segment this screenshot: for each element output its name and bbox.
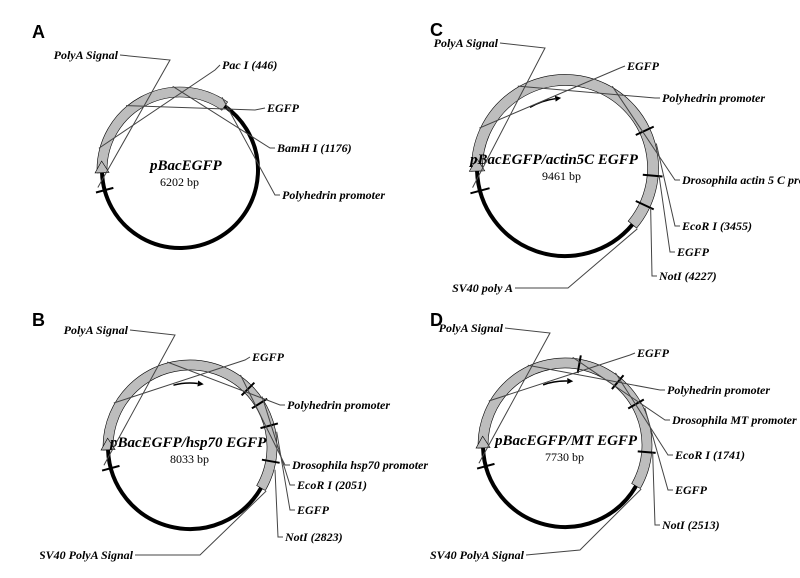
callout-leader: [275, 470, 283, 537]
plasmid-size: 6202 bp: [160, 175, 199, 189]
feature-label: EGFP: [636, 346, 670, 360]
feature-label: SV40 poly A: [452, 281, 513, 295]
feature-label: EcoR I (1741): [674, 448, 745, 462]
feature-label: Drosophila MT promoter: [671, 413, 797, 427]
promoter-arrowhead-icon: [567, 378, 573, 384]
callout-leader: [651, 208, 657, 276]
feature-label: PolyA Signal: [64, 323, 129, 337]
callout-leader: [126, 106, 265, 110]
feature-label: Polyhedrin promoter: [282, 188, 385, 202]
feature-label: EGFP: [296, 503, 330, 517]
feature-label: EcoR I (2051): [296, 478, 367, 492]
feature-arc: [103, 360, 277, 491]
callout-leader: [173, 86, 275, 148]
plasmid-size: 8033 bp: [170, 452, 209, 466]
feature-label: EGFP: [674, 483, 708, 497]
promoter-arrow-icon: [543, 381, 567, 385]
callout-leader: [653, 453, 660, 525]
feature-label: Drosophila hsp70 promoter: [291, 458, 428, 472]
feature-label: EGFP: [676, 245, 710, 259]
feature-label: Polyhedrin promoter: [287, 398, 390, 412]
feature-label: Pac I (446): [222, 58, 277, 72]
feature-label: EGFP: [251, 350, 285, 364]
plasmid-name: pBacEGFP/actin5C EGFP: [468, 152, 639, 168]
promoter-arrowhead-icon: [197, 380, 203, 386]
feature-label: Drosophila actin 5 C promoter: [681, 173, 800, 187]
feature-label: PolyA Signal: [439, 321, 504, 335]
feature-arc: [478, 358, 652, 489]
plasmid-name: pBacEGFP/MT EGFP: [493, 433, 638, 449]
plasmid-backbone: [477, 171, 632, 256]
feature-label: EGFP: [626, 59, 660, 73]
feature-label: NotI (4227): [658, 269, 717, 283]
plasmid-map-b: pBacEGFP/hsp70 EGFP8033 bp PolyA Signal EG…: [40, 315, 450, 575]
plasmid-map-a: pBacEGFP6202 bp PolyA Signal Pac I (446) EG…: [40, 30, 430, 290]
plasmid-name: pBacEGFP: [148, 158, 223, 174]
promoter-arrow-icon: [173, 383, 197, 385]
feature-label: SV40 PolyA Signal: [40, 548, 134, 562]
plasmid-name: pBacEGFP/hsp70 EGFP: [108, 435, 267, 451]
plasmid-figure: ApBacEGFP6202 bpPolyA SignalPac I (446)E…: [0, 0, 800, 578]
feature-label: PolyA Signal: [54, 48, 119, 62]
callout-leader: [656, 144, 680, 226]
feature-label: NotI (2513): [661, 518, 720, 532]
feature-label: PolyA Signal: [434, 36, 499, 50]
feature-label: EGFP: [266, 101, 300, 115]
promoter-arrowhead-icon: [555, 96, 561, 102]
feature-label: NotI (2823): [284, 530, 343, 544]
feature-label: Polyhedrin promoter: [667, 383, 770, 397]
plasmid-map-d: pBacEGFP/MT EGFP7730 bp PolyA Signal EGFP P…: [420, 315, 800, 575]
plasmid-size: 9461 bp: [542, 169, 581, 183]
feature-label: BamH I (1176): [276, 141, 352, 155]
feature-label: Polyhedrin promoter: [662, 91, 765, 105]
plasmid-size: 7730 bp: [545, 450, 584, 464]
plasmid-map-c: pBacEGFP/actin5C EGFP9461 bp PolyA Signal…: [420, 28, 800, 308]
feature-label: SV40 PolyA Signal: [430, 548, 525, 562]
feature-label: EcoR I (3455): [681, 219, 752, 233]
promoter-arrow-icon: [530, 99, 555, 108]
